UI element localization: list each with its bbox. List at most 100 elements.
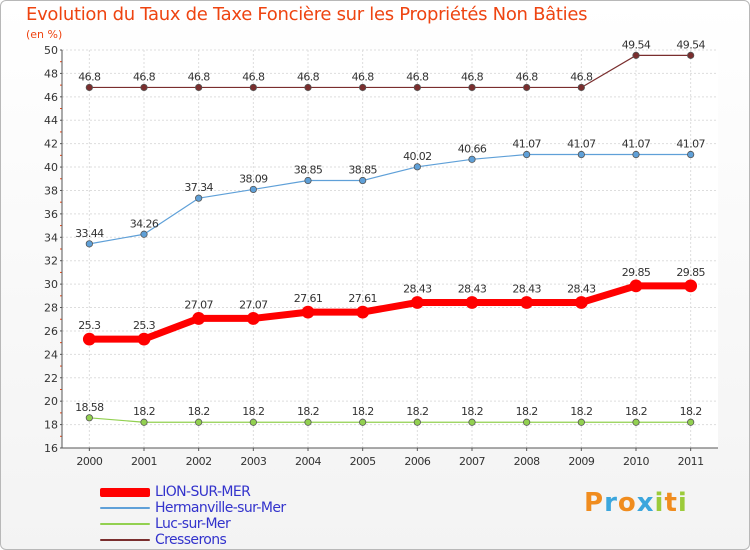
data-point [523, 418, 531, 426]
legend-item: Luc-sur-Mer [100, 516, 286, 532]
data-label: 18.2 [516, 405, 538, 418]
y-tick-label: 50 [44, 44, 58, 57]
data-point [413, 163, 421, 171]
data-label: 18.2 [242, 405, 264, 418]
x-tick-label: 2010 [623, 455, 649, 468]
data-point [629, 279, 643, 293]
data-label: 25.3 [78, 319, 101, 332]
data-label: 38.85 [348, 164, 377, 177]
x-tick-label: 2008 [514, 455, 540, 468]
data-label: 27.07 [239, 298, 268, 311]
data-label: 46.8 [188, 70, 211, 83]
legend-label: Luc-sur-Mer [155, 516, 231, 532]
data-label: 41.07 [567, 138, 596, 151]
chart-title: Evolution du Taux de Taxe Foncière sur l… [26, 4, 588, 25]
data-point [632, 51, 640, 59]
data-point [632, 150, 640, 159]
logo-letter: o [617, 488, 637, 518]
data-label: 18.2 [625, 405, 647, 418]
data-label: 46.8 [406, 70, 429, 83]
legend-swatch [100, 487, 150, 497]
data-point [195, 418, 203, 426]
data-point [301, 305, 315, 319]
data-label: 40.02 [403, 150, 432, 163]
series-line [85, 282, 695, 343]
data-label: 27.61 [348, 292, 377, 305]
logo-letter: r [604, 488, 618, 518]
chart-legend: LION-SUR-MER Hermanville-sur-Mer Luc-sur-M… [100, 484, 286, 548]
data-label: 18.2 [133, 405, 155, 418]
y-tick-label: 44 [44, 114, 58, 127]
data-label: 18.2 [461, 405, 483, 418]
data-label: 46.8 [516, 70, 539, 83]
data-point [249, 185, 257, 194]
data-point [137, 332, 151, 346]
data-point [465, 296, 479, 309]
logo-letter: P [584, 488, 605, 518]
data-point [304, 176, 312, 185]
data-point [359, 418, 367, 426]
data-point [304, 418, 312, 426]
legend-item: Hermanville-sur-Mer [100, 500, 286, 516]
legend-label: Cresserons [155, 532, 227, 548]
y-tick-label: 20 [44, 395, 58, 408]
legend-item: LION-SUR-MER [100, 484, 286, 500]
data-point [577, 418, 585, 426]
data-point [687, 418, 695, 426]
legend-swatch [100, 523, 150, 525]
data-point [687, 51, 695, 59]
y-tick-label: 26 [44, 325, 58, 338]
x-tick-label: 2007 [459, 455, 485, 468]
data-label: 38.09 [239, 172, 268, 185]
y-tick-label: 46 [44, 91, 58, 104]
data-label: 46.8 [242, 70, 265, 83]
y-tick-label: 40 [44, 161, 58, 174]
x-tick-label: 2009 [568, 455, 594, 468]
x-tick-label: 2002 [186, 455, 212, 468]
data-label: 29.85 [676, 266, 705, 279]
data-label: 40.66 [458, 142, 487, 155]
data-label: 38.85 [294, 164, 323, 177]
data-label: 46.8 [297, 70, 320, 83]
data-point [468, 83, 476, 92]
data-label: 18.2 [188, 405, 210, 418]
data-point [249, 83, 257, 92]
chart-subtitle: (en %) [26, 28, 63, 41]
data-point [577, 83, 585, 92]
data-point [249, 418, 257, 426]
data-point [577, 150, 585, 159]
x-tick-label: 2004 [295, 455, 321, 468]
data-point [574, 296, 588, 309]
data-point [356, 305, 370, 319]
data-label: 46.8 [352, 70, 375, 83]
data-label: 28.43 [512, 282, 541, 295]
data-label: 33.44 [75, 227, 104, 240]
proxiti-logo: Proxiti [584, 488, 688, 518]
data-label: 46.8 [78, 70, 101, 83]
data-point [410, 296, 424, 309]
data-point [140, 83, 148, 92]
data-label: 49.54 [622, 38, 651, 51]
data-point [85, 83, 93, 92]
data-label: 29.85 [622, 266, 651, 279]
y-tick-label: 16 [44, 442, 58, 455]
series-line [88, 153, 692, 245]
data-point [246, 312, 260, 325]
data-label: 46.8 [461, 70, 484, 83]
y-tick-label: 28 [44, 302, 58, 315]
y-tick-label: 48 [44, 67, 58, 80]
data-point [520, 296, 534, 309]
data-label: 18.58 [75, 401, 104, 414]
logo-letter: t [664, 488, 678, 518]
x-tick-label: 2003 [240, 455, 266, 468]
y-tick-label: 34 [44, 231, 58, 244]
data-label: 28.43 [567, 282, 596, 295]
x-tick-label: 2011 [678, 455, 704, 468]
y-tick-label: 36 [44, 208, 58, 221]
plot-area [62, 50, 718, 448]
data-point [85, 414, 93, 422]
y-tick-label: 42 [44, 138, 58, 151]
data-point [192, 312, 206, 325]
data-point [413, 418, 421, 426]
data-label: 18.2 [570, 405, 592, 418]
